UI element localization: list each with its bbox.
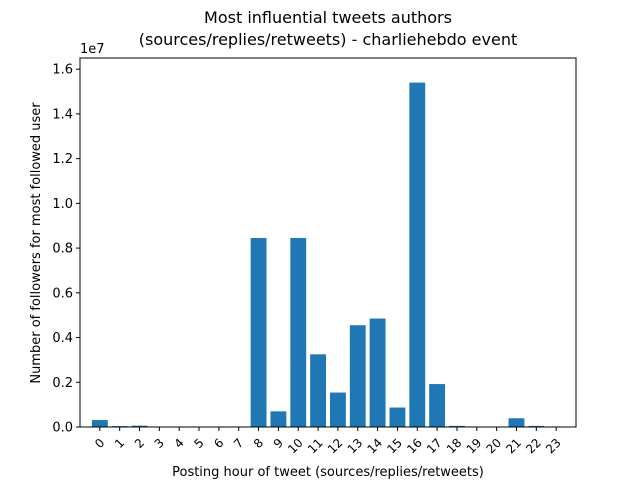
bar-hour-8 [250,238,267,427]
bar-hour-0 [91,420,108,427]
x-tick-label: 9 [271,436,286,451]
x-tick-label: 20 [484,436,505,457]
y-tick-label: 0.0 [52,421,73,436]
y-offset-label: 1e7 [80,42,105,57]
bar-hour-15 [389,407,406,427]
y-tick-label: 0.4 [52,331,73,346]
bar-hour-18 [449,425,465,427]
bar-hour-13 [349,325,366,427]
x-tick-label: 6 [211,436,226,451]
x-tick-label: 21 [503,436,524,457]
x-tick-label: 4 [171,436,186,451]
x-tick-label: 3 [152,436,167,451]
bar-hour-16 [409,82,426,427]
bar-hour-21 [508,418,525,427]
y-tick-label: 1.0 [52,197,73,212]
bar-hour-17 [429,384,446,427]
x-tick-label: 14 [364,436,385,457]
bar-hour-2 [131,425,148,427]
x-tick-label: 0 [92,436,107,451]
bar-hour-10 [290,238,307,427]
x-tick-label: 13 [345,436,366,457]
chart-title-line2: (sources/replies/retweets) - charliehebd… [139,30,518,49]
y-ticks-group: 0.0 0.2 0.4 0.6 0.8 1.0 1.2 1.4 1.6 [52,63,80,436]
plot-frame [79,57,577,428]
y-tick-label: 0.6 [52,286,73,301]
x-tick-label: 15 [384,436,405,457]
y-axis-label: Number of followers for most followed us… [29,102,44,384]
bars-group [91,82,565,427]
y-tick-label: 0.2 [52,376,73,391]
x-ticks-group: 0 1 2 3 4 5 6 7 8 9 10 11 12 13 14 15 16 17 18 19 20 21 22 23 [92,427,564,456]
x-tick-label: 23 [543,436,564,457]
bar-hour-11 [310,354,327,427]
bar-hour-22 [528,425,545,427]
x-tick-label: 17 [424,436,445,457]
bar-hour-14 [369,318,386,427]
y-tick-label: 1.2 [52,152,73,167]
x-tick-label: 19 [464,436,485,457]
x-tick-label: 5 [191,436,206,451]
x-tick-label: 2 [132,436,147,451]
x-tick-label: 7 [231,436,246,451]
bar-hour-9 [270,411,287,427]
x-tick-label: 11 [305,436,326,457]
bar-hour-12 [329,392,346,427]
x-tick-label: 10 [285,436,306,457]
chart-title-line1: Most influential tweets authors [204,8,452,27]
x-tick-label: 16 [404,436,425,457]
x-tick-label: 8 [251,436,266,451]
x-tick-label: 22 [523,436,544,457]
x-tick-label: 12 [325,436,346,457]
x-tick-label: 18 [444,436,465,457]
y-tick-label: 0.8 [52,242,73,257]
x-axis-label: Posting hour of tweet (sources/replies/r… [172,465,484,480]
x-tick-label: 1 [112,436,127,451]
y-tick-label: 1.4 [52,107,73,122]
y-tick-label: 1.6 [52,63,73,78]
